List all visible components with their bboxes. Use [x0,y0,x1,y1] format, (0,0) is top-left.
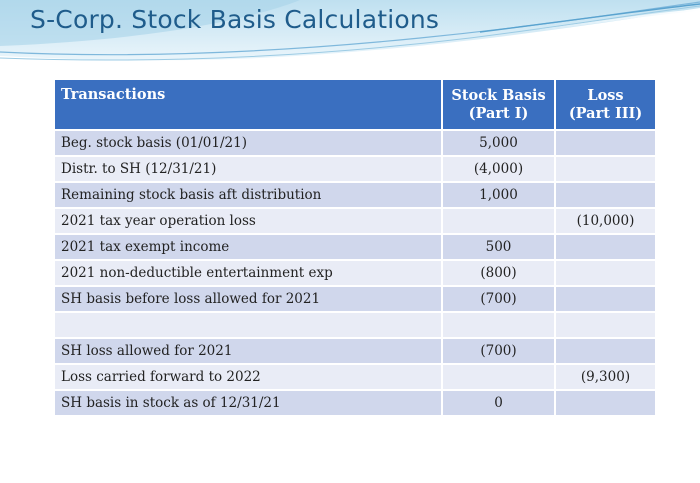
table-row: SH loss allowed for 2021 (700) [53,337,657,365]
row-label: 2021 tax exempt income [53,233,443,261]
header-transactions: Transactions [53,78,443,131]
row-label: Distr. to SH (12/31/21) [53,155,443,183]
table-row: 2021 tax exempt income 500 [53,233,657,261]
row-stock-basis: (700) [441,285,556,313]
row-loss [554,311,657,339]
row-loss [554,285,657,313]
table-row: Beg. stock basis (01/01/21) 5,000 [53,129,657,157]
table-header-row: Transactions Stock Basis (Part I) Loss (… [53,78,657,131]
row-label: 2021 non-deductible entertainment exp [53,259,443,287]
header-stock-basis-line1: Stock Basis [451,86,546,104]
row-stock-basis: 0 [441,389,556,417]
table-row: 2021 tax year operation loss (10,000) [53,207,657,235]
row-loss [554,155,657,183]
row-loss [554,181,657,209]
table-row: Remaining stock basis aft distribution 1… [53,181,657,209]
stock-basis-table: Transactions Stock Basis (Part I) Loss (… [53,78,657,417]
row-loss [554,337,657,365]
row-loss: (9,300) [554,363,657,391]
header-loss-line2: (Part III) [568,104,643,122]
header-wave-decoration [0,0,700,61]
table-row [53,311,657,339]
header-stock-basis: Stock Basis (Part I) [441,78,556,131]
slide-title: S-Corp. Stock Basis Calculations [30,5,440,34]
row-label: SH loss allowed for 2021 [53,337,443,365]
row-stock-basis: (700) [441,337,556,365]
header-loss: Loss (Part III) [554,78,657,131]
row-label [53,311,443,339]
row-label: 2021 tax year operation loss [53,207,443,235]
row-stock-basis: (4,000) [441,155,556,183]
row-label: SH basis in stock as of 12/31/21 [53,389,443,417]
row-stock-basis: 1,000 [441,181,556,209]
header-loss-line1: Loss [587,86,624,104]
table-row: SH basis in stock as of 12/31/21 0 [53,389,657,417]
row-stock-basis [441,311,556,339]
row-loss [554,129,657,157]
row-stock-basis: 5,000 [441,129,556,157]
row-label: Beg. stock basis (01/01/21) [53,129,443,157]
row-label: SH basis before loss allowed for 2021 [53,285,443,313]
row-loss [554,259,657,287]
row-loss: (10,000) [554,207,657,235]
row-stock-basis: (800) [441,259,556,287]
row-loss [554,389,657,417]
row-label: Loss carried forward to 2022 [53,363,443,391]
row-label: Remaining stock basis aft distribution [53,181,443,209]
table-row: Loss carried forward to 2022 (9,300) [53,363,657,391]
row-loss [554,233,657,261]
table-row: Distr. to SH (12/31/21) (4,000) [53,155,657,183]
table-row: 2021 non-deductible entertainment exp (8… [53,259,657,287]
row-stock-basis: 500 [441,233,556,261]
table-row: SH basis before loss allowed for 2021 (7… [53,285,657,313]
row-stock-basis [441,207,556,235]
row-stock-basis [441,363,556,391]
header-stock-basis-line2: (Part I) [468,104,529,122]
